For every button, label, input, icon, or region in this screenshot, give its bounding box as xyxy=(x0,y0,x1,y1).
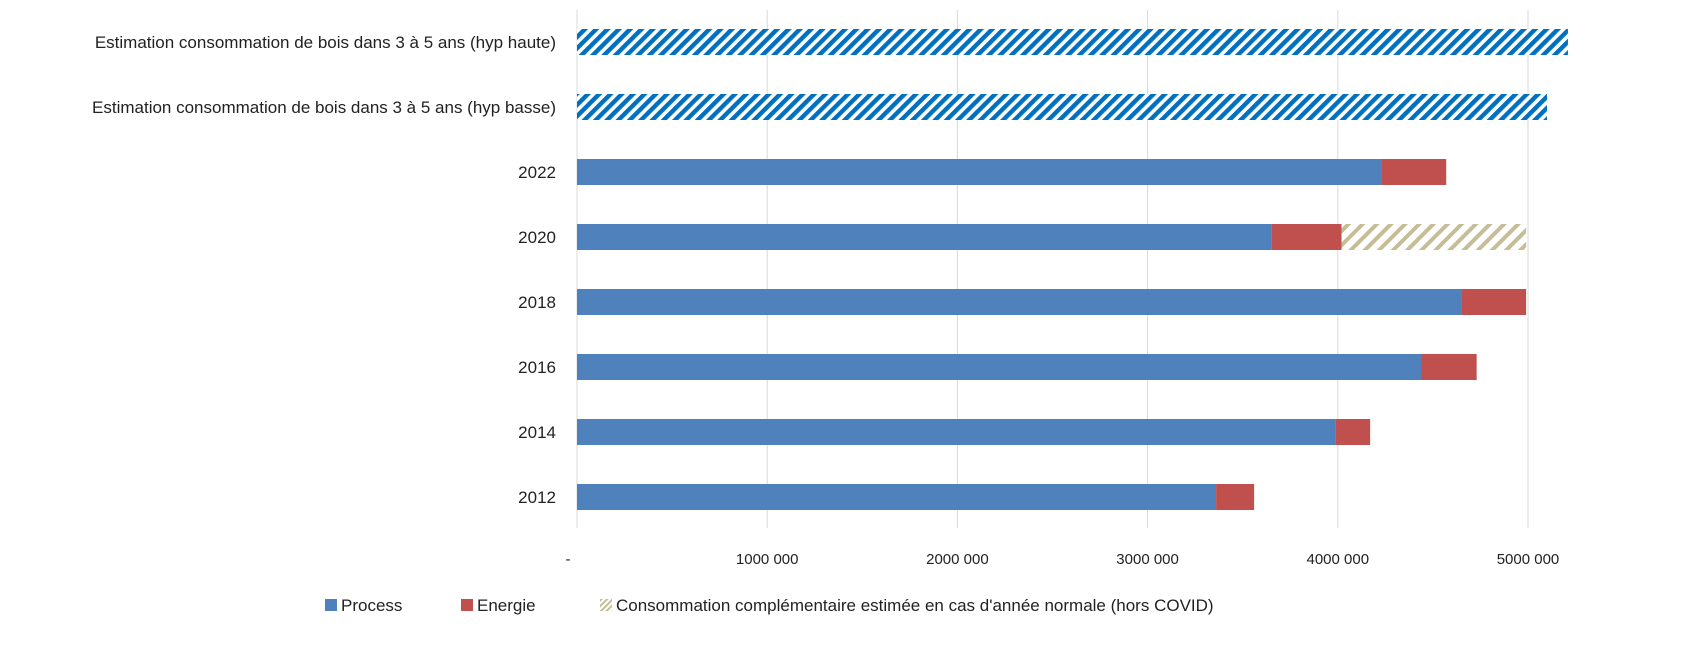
bar-process xyxy=(577,289,1462,315)
x-tick-label: 3000 000 xyxy=(1116,551,1179,568)
x-tick-labels: - 1000 000 2000 000 3000 000 4000 000 5000 00… xyxy=(566,551,1560,568)
bar-energie xyxy=(1381,159,1447,185)
bar-estimate xyxy=(577,94,1548,120)
category-label: 2016 xyxy=(518,358,556,377)
legend-energie-swatch xyxy=(461,599,473,611)
bar-process xyxy=(577,484,1217,510)
x-tick-label: - xyxy=(566,551,571,568)
legend: Process Energie Consommation complémentair… xyxy=(325,596,1214,615)
bar-process xyxy=(577,354,1422,380)
bar-complementaire xyxy=(1341,224,1527,250)
x-tick-label: 2000 000 xyxy=(926,551,989,568)
legend-energie-label: Energie xyxy=(477,596,536,615)
bar-process xyxy=(577,159,1382,185)
legend-process-swatch xyxy=(325,599,337,611)
bar-energie xyxy=(1271,224,1342,250)
x-tick-label: 5000 000 xyxy=(1497,551,1560,568)
category-label: Estimation consommation de bois dans 3 à… xyxy=(95,33,556,52)
category-label: 2012 xyxy=(518,488,556,507)
legend-process-label: Process xyxy=(341,596,402,615)
bar-process xyxy=(577,419,1336,445)
category-labels: Estimation consommation de bois dans 3 à… xyxy=(92,33,556,507)
bars xyxy=(577,29,1568,510)
category-label: Estimation consommation de bois dans 3 à… xyxy=(92,98,556,117)
gridlines xyxy=(576,10,1529,528)
x-tick-label: 1000 000 xyxy=(736,551,799,568)
bar-energie xyxy=(1335,419,1371,445)
x-tick-label: 4000 000 xyxy=(1307,551,1370,568)
bar-energie xyxy=(1421,354,1477,380)
category-label: 2022 xyxy=(518,163,556,182)
category-label: 2020 xyxy=(518,228,556,247)
category-label: 2018 xyxy=(518,293,556,312)
legend-complementaire-swatch xyxy=(600,599,612,611)
category-label: 2014 xyxy=(518,423,556,442)
bar-process xyxy=(577,224,1272,250)
bar-energie xyxy=(1216,484,1255,510)
bar-energie xyxy=(1461,289,1527,315)
bar-estimate xyxy=(577,29,1568,55)
legend-complementaire-label: Consommation complémentaire estimée en c… xyxy=(616,596,1214,615)
